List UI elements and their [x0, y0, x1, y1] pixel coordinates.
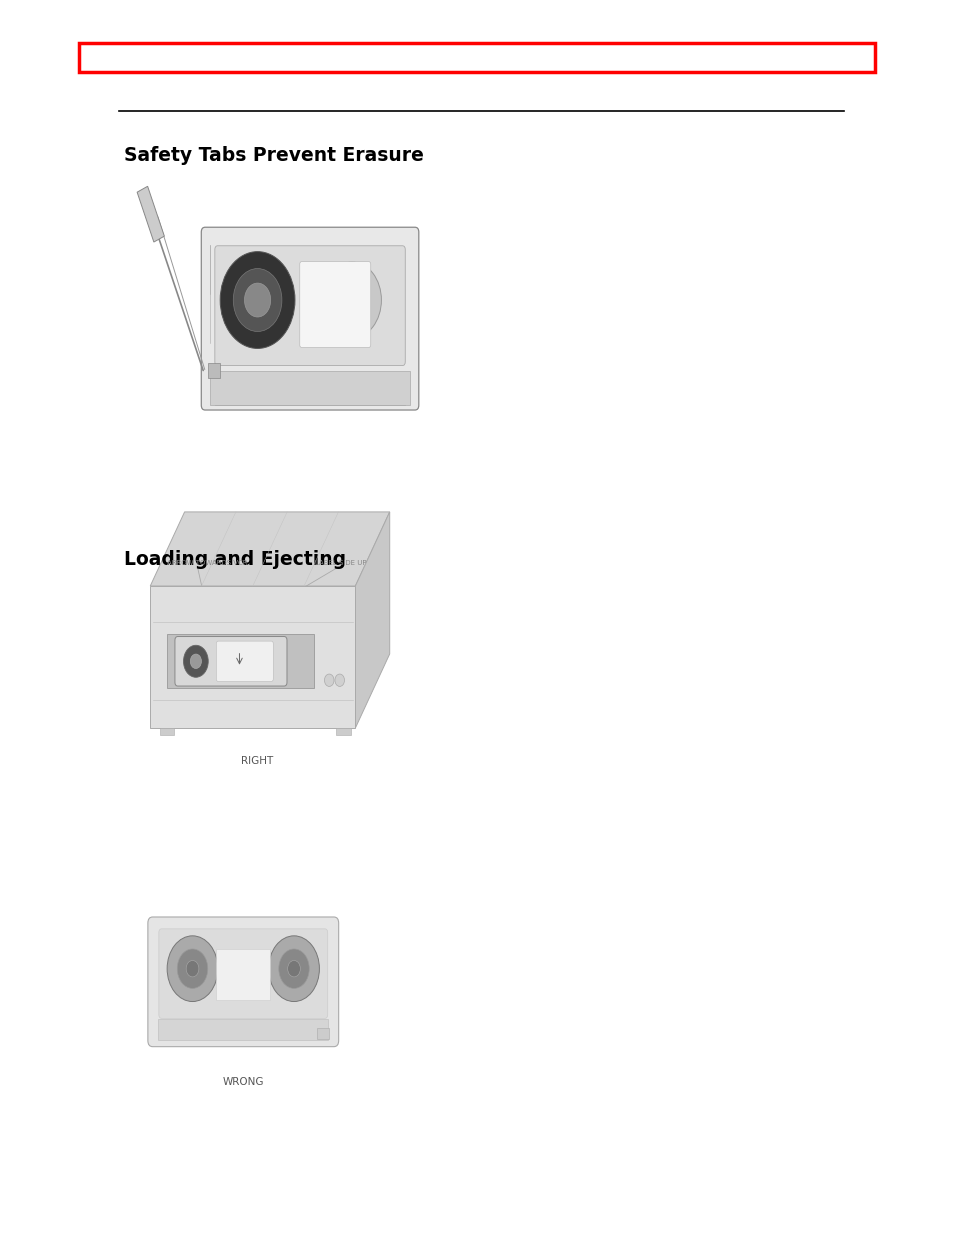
FancyBboxPatch shape — [148, 916, 338, 1047]
Bar — [151, 585, 355, 727]
Bar — [335, 727, 351, 736]
Polygon shape — [355, 511, 389, 727]
Text: WRONG: WRONG — [222, 1077, 264, 1087]
Bar — [79, 43, 874, 72]
Text: LABEL SIDE UP: LABEL SIDE UP — [314, 559, 366, 566]
Bar — [316, 1028, 329, 1040]
Circle shape — [190, 655, 201, 668]
FancyBboxPatch shape — [214, 246, 405, 366]
Circle shape — [324, 674, 334, 687]
Circle shape — [340, 285, 363, 315]
Circle shape — [278, 948, 309, 988]
Text: RIGHT: RIGHT — [241, 756, 274, 766]
FancyBboxPatch shape — [299, 262, 371, 347]
FancyBboxPatch shape — [216, 641, 273, 682]
FancyBboxPatch shape — [158, 929, 328, 1019]
Bar — [210, 370, 410, 405]
Circle shape — [183, 645, 208, 677]
Circle shape — [233, 268, 281, 331]
Text: ARROW TOWARDS VCR: ARROW TOWARDS VCR — [167, 559, 247, 566]
Circle shape — [335, 674, 344, 687]
Text: Loading and Ejecting: Loading and Ejecting — [124, 550, 346, 568]
Bar — [208, 363, 220, 378]
Bar — [158, 1019, 328, 1040]
Circle shape — [177, 948, 208, 988]
Circle shape — [220, 252, 294, 348]
FancyBboxPatch shape — [174, 636, 287, 685]
Polygon shape — [137, 186, 164, 242]
Circle shape — [186, 961, 198, 977]
Circle shape — [322, 262, 381, 338]
Polygon shape — [151, 511, 389, 585]
Circle shape — [288, 961, 300, 977]
FancyBboxPatch shape — [201, 227, 418, 410]
Circle shape — [167, 936, 217, 1002]
Bar — [160, 727, 174, 736]
Bar — [215, 948, 271, 1000]
Text: Safety Tabs Prevent Erasure: Safety Tabs Prevent Erasure — [124, 146, 423, 164]
Circle shape — [269, 936, 319, 1002]
Bar — [167, 635, 314, 688]
Circle shape — [244, 283, 271, 317]
